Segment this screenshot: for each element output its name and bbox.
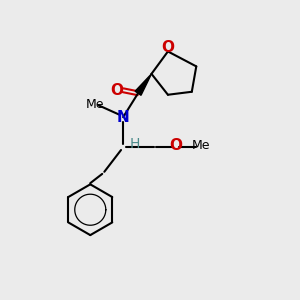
- Text: O: O: [161, 40, 174, 56]
- Text: Me: Me: [85, 98, 104, 111]
- Text: N: N: [117, 110, 130, 125]
- Polygon shape: [135, 74, 152, 95]
- Text: H: H: [129, 137, 140, 151]
- Text: O: O: [111, 83, 124, 98]
- Text: Me: Me: [191, 139, 210, 152]
- Text: O: O: [169, 138, 182, 153]
